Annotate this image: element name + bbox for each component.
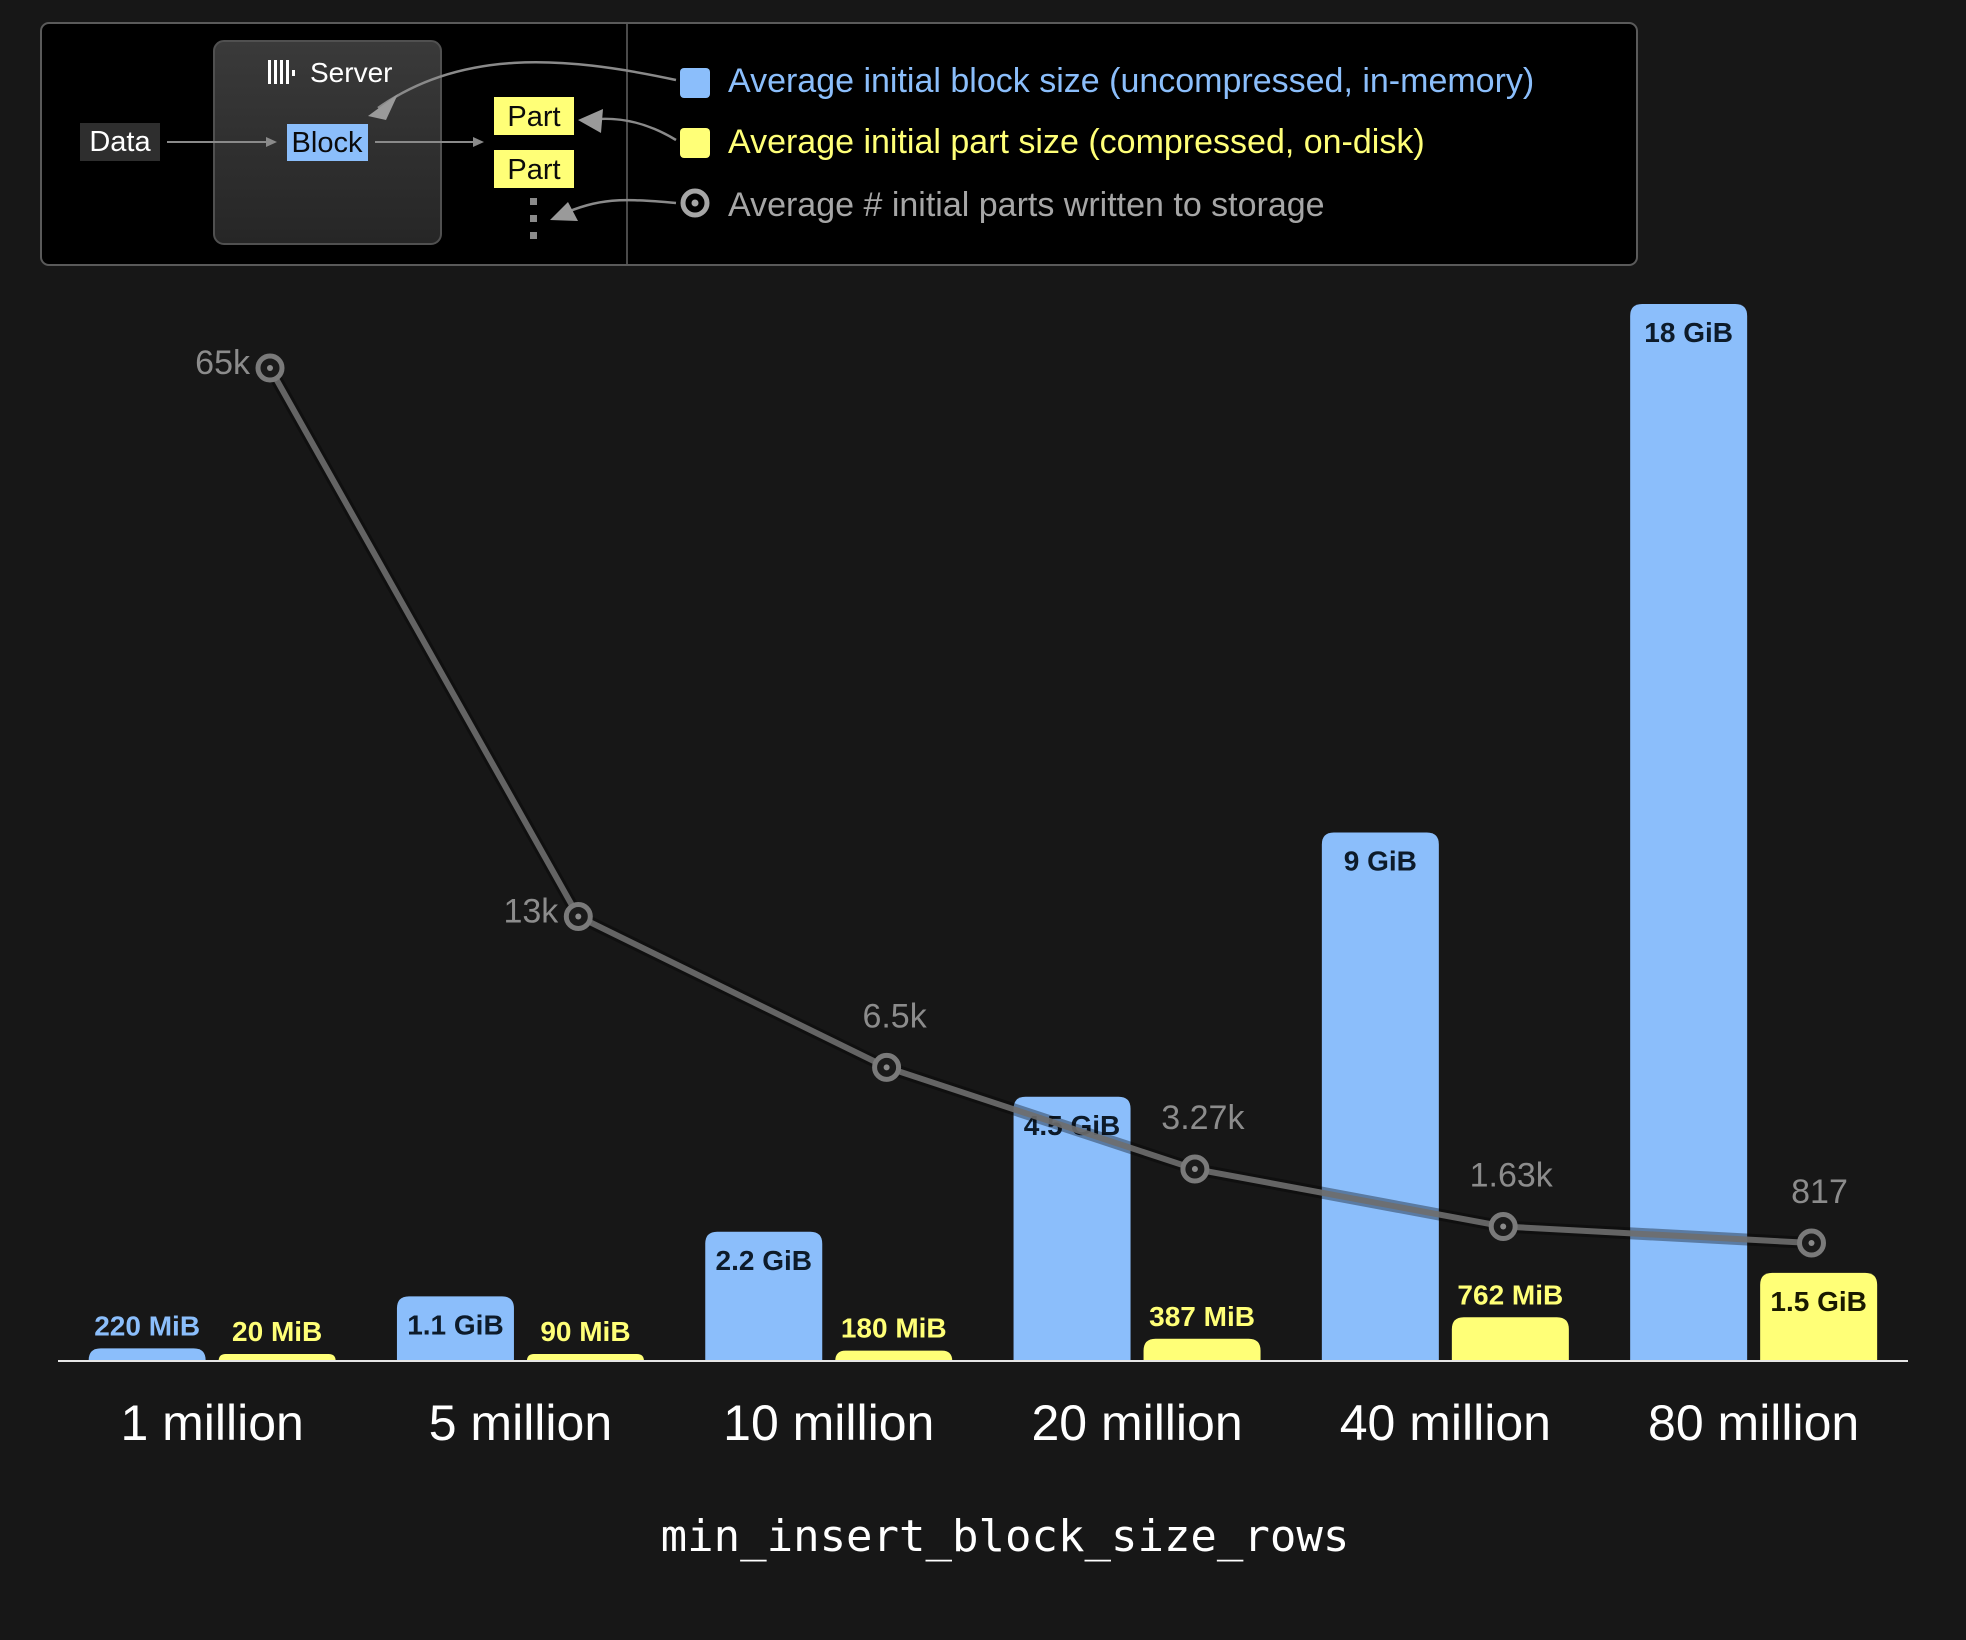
parts-count-point-center	[1808, 1240, 1815, 1246]
parts-count-point-center	[267, 365, 273, 371]
part-size-bar	[526, 1354, 644, 1361]
block-tag	[287, 124, 368, 161]
part-size-bar	[835, 1350, 953, 1361]
block-size-bar	[705, 1231, 823, 1361]
part-size-label: 20 MiB	[232, 1316, 322, 1347]
parts-count-label: 65k	[195, 344, 251, 382]
line-layer: 65k 13k 6.5k 3.27k 1.63k 817	[195, 344, 1848, 1258]
x-tick-label: 5 million	[429, 1395, 612, 1451]
legend-diagram: Data Server Block Part Part	[80, 40, 677, 245]
x-tick-label: 40 million	[1340, 1395, 1551, 1451]
legend-label-parts-count: Average # initial parts written to stora…	[728, 186, 1325, 224]
part-size-label: 90 MiB	[540, 1316, 630, 1347]
block-size-label: 2.2 GiB	[716, 1245, 812, 1276]
block-size-bar	[396, 1296, 514, 1361]
legend-marker-parts-count-dot	[691, 199, 699, 207]
x-tick-label: 1 million	[120, 1395, 303, 1451]
parts-count-line	[267, 366, 1812, 1246]
x-tick-label: 80 million	[1648, 1395, 1859, 1451]
parts-count-point-center	[575, 913, 582, 920]
part-size-bar	[218, 1354, 336, 1361]
flow-arrowhead-2	[473, 137, 484, 147]
parts-count-label: 13k	[503, 892, 559, 930]
parts-count-label: 817	[1791, 1173, 1848, 1211]
more-parts-dots	[530, 198, 537, 239]
pointer-arrowhead-part	[578, 109, 603, 133]
block-size-bar	[1321, 832, 1439, 1361]
server-label: Server	[310, 57, 392, 88]
legend-label-part: Average initial part size (compressed, o…	[728, 123, 1425, 161]
part-tag-1	[494, 97, 574, 135]
part-size-bar	[1760, 1272, 1878, 1361]
block-size-bar	[1630, 304, 1748, 1361]
flow-arrowhead-1	[266, 137, 277, 147]
block-size-label: 9 GiB	[1344, 846, 1417, 877]
part-tag-label-1: Part	[507, 101, 560, 133]
block-tag-label: Block	[292, 127, 363, 159]
data-tag-label: Data	[89, 126, 151, 158]
block-size-bar	[88, 1348, 206, 1361]
legend-swatch-part	[680, 128, 710, 158]
part-tag-label-2: Part	[507, 154, 560, 186]
parts-count-point-center	[1191, 1166, 1198, 1173]
block-size-bar	[1013, 1096, 1131, 1361]
legend: Data Server Block Part Part	[40, 22, 1638, 266]
parts-count-point-center	[1500, 1223, 1507, 1230]
part-size-bar	[1143, 1338, 1261, 1361]
legend-label-block: Average initial block size (uncompressed…	[728, 62, 1534, 100]
part-size-label: 180 MiB	[841, 1313, 947, 1344]
part-tag-2	[494, 150, 574, 188]
x-axis-title: min_insert_block_size_rows	[661, 1511, 1350, 1562]
server-icon	[268, 60, 295, 84]
data-tag	[80, 123, 160, 161]
block-size-label: 18 GiB	[1644, 317, 1733, 348]
block-size-label: 220 MiB	[94, 1310, 200, 1341]
parts-count-point-center	[883, 1064, 890, 1071]
pointer-arrowhead-more	[550, 202, 578, 221]
parts-count-label: 3.27k	[1161, 1099, 1245, 1137]
parts-count-label: 1.63k	[1470, 1156, 1554, 1194]
part-size-bar	[1451, 1317, 1569, 1361]
x-tick-labels: 1 million 5 million 10 million 20 million 40…	[120, 1395, 1859, 1451]
block-size-label: 1.1 GiB	[407, 1309, 503, 1340]
pointer-arrowhead-block	[368, 94, 398, 120]
bars-layer: 220 MiB 20 MiB 1.1 GiB 90 MiB 2.2 GiB 180 MiB…	[88, 304, 1878, 1361]
x-tick-label: 20 million	[1031, 1395, 1242, 1451]
parts-count-label: 6.5k	[862, 997, 927, 1035]
part-size-label: 762 MiB	[1457, 1279, 1563, 1310]
legend-swatch-block	[680, 68, 710, 98]
part-size-label: 387 MiB	[1149, 1301, 1255, 1332]
part-size-label: 1.5 GiB	[1770, 1286, 1866, 1317]
x-tick-label: 10 million	[723, 1395, 934, 1451]
